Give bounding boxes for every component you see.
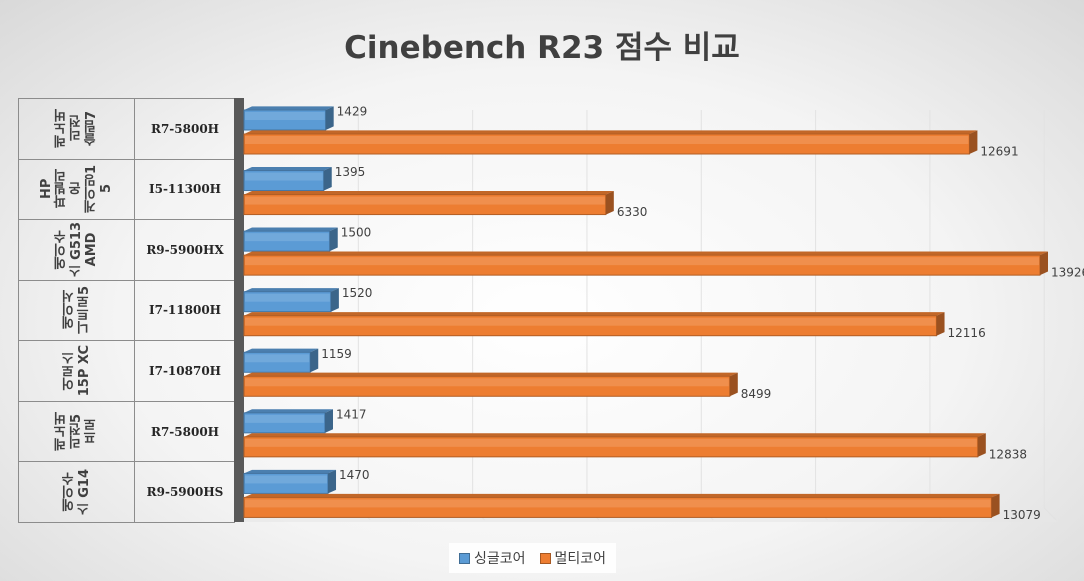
category-row: 레노버 리전 슬림7 R7-5800H	[19, 99, 235, 160]
data-label-multi-core: 13079	[1003, 508, 1041, 522]
legend-swatch	[539, 552, 551, 564]
laptop-model-cell: 에이수 스 G14	[19, 462, 135, 522]
bar-multi-core-highlight	[245, 438, 977, 447]
legend-item: 싱글코어	[459, 548, 526, 568]
data-label-single-core: 1429	[337, 105, 368, 119]
laptop-model-cell: HP 파빌리 온 게이밍1 5	[19, 159, 135, 220]
laptop-model-cell: 에이수 스 G513 AMD	[19, 220, 135, 280]
bar-multi-core-top	[244, 433, 986, 437]
legend-swatch	[459, 552, 470, 564]
chart-title: Cinebench R23 점수 비교	[344, 30, 740, 66]
bar-multi-core-highlight	[245, 317, 936, 326]
cpu-tick-label: R7-5800H	[150, 121, 220, 136]
cpu-tick-label: R9-5900HX	[146, 242, 224, 257]
bar-single-core-highlight	[245, 112, 325, 120]
bar-single-core-side	[323, 166, 332, 191]
category-row: 어로스 15P XC I7-10870H	[19, 341, 235, 402]
bar-multi-core-highlight	[245, 378, 729, 387]
data-label-multi-core: 8499	[741, 387, 772, 401]
legend-label: 싱글코어	[474, 551, 526, 567]
data-label-single-core: 1500	[341, 226, 372, 240]
laptop-model-cell: 에이서 니트로5	[19, 280, 135, 341]
bar-multi-core-side	[605, 190, 614, 215]
bar-multi-core-side	[991, 493, 1000, 518]
bar-single-core-side	[328, 469, 337, 494]
data-label-single-core: 1159	[321, 347, 352, 361]
bar-single-core-highlight	[245, 414, 324, 423]
cpu-tick-label: R7-5800H	[150, 424, 220, 439]
data-label-multi-core: 13926	[1051, 266, 1084, 280]
bar-multi-core-side	[977, 433, 986, 457]
bar-single-core-side	[325, 106, 334, 130]
bar-single-core-highlight	[245, 233, 329, 242]
bar-single-core-side	[324, 409, 333, 433]
laptop-model-cell: 어로스 15P XC	[19, 341, 135, 401]
bar-single-core-top	[244, 166, 332, 171]
data-label-single-core: 1520	[342, 286, 373, 300]
bar-single-core-top	[244, 469, 337, 474]
bar-multi-core-side	[936, 312, 945, 336]
bar-single-core-highlight	[245, 354, 310, 363]
category-row: HP 파빌리 온 게이밍1 5 I5-11300H	[19, 159, 235, 221]
bar-single-core-side	[330, 288, 339, 312]
category-row: 에이서 니트로5 I7-11800H	[19, 280, 235, 342]
bar-single-core-top	[244, 409, 333, 413]
legend: 싱글코어 멀티코어	[449, 543, 617, 573]
bar-multi-core-top	[244, 372, 738, 377]
category-row: 레노버 리전5 프로 R7-5800H	[19, 401, 235, 463]
bar-single-core-top	[244, 106, 334, 110]
cpu-tick-label: I7-11800H	[148, 303, 222, 318]
data-label-single-core: 1417	[336, 407, 367, 421]
bar-multi-core-highlight	[245, 257, 1039, 266]
data-label-multi-core: 12838	[989, 447, 1027, 461]
legend-label: 멀티코어	[554, 551, 607, 567]
bar-multi-core-top	[244, 130, 978, 134]
bar-single-core-highlight	[245, 475, 328, 484]
bar-single-core-highlight	[245, 172, 323, 181]
category-table: 레노버 리전 슬림7 R7-5800H HP 파빌리 온 게이밍1 5 I5-1130…	[18, 98, 235, 523]
bar-multi-core-highlight	[245, 136, 969, 144]
data-label-multi-core: 6330	[617, 205, 648, 219]
bar-single-core-top	[244, 288, 339, 292]
laptop-model-cell: 레노버 리전5 프로	[19, 401, 135, 462]
cpu-tick-label: I5-11300H	[148, 182, 222, 197]
gridline-floor	[1043, 507, 1057, 521]
laptop-model-cell: 레노버 리전 슬림7	[19, 99, 135, 159]
bar-single-core-highlight	[245, 293, 330, 302]
data-label-single-core: 1395	[335, 165, 366, 179]
bar-multi-core-top	[244, 251, 1048, 256]
category-row: 에이수 스 G14 R9-5900HS	[19, 462, 235, 523]
bar-multi-core-side	[1040, 251, 1048, 276]
bar-single-core-side	[329, 227, 338, 252]
data-label-multi-core: 12116	[948, 326, 986, 340]
category-axis-wall	[234, 98, 244, 522]
cpu-tick-label: R9-5900HS	[146, 485, 224, 500]
data-label-single-core: 1470	[339, 468, 370, 482]
bar-multi-core-highlight	[245, 196, 605, 205]
bar-multi-core-top	[244, 493, 1000, 498]
bar-multi-core-top	[244, 312, 945, 316]
bar-multi-core-top	[244, 190, 614, 195]
bar-single-core-top	[244, 227, 338, 232]
legend-item: 멀티코어	[539, 548, 607, 568]
bar-single-core-top	[244, 348, 319, 353]
bar-single-core-side	[310, 348, 319, 373]
bar-multi-core-side	[729, 372, 738, 397]
data-label-multi-core: 12691	[980, 145, 1018, 159]
cpu-tick-label: I7-10870H	[148, 364, 222, 379]
bar-multi-core-highlight	[245, 499, 991, 508]
category-row: 에이수 스 G513 AMD R9-5900HX	[19, 220, 235, 281]
bar-multi-core-side	[969, 130, 978, 154]
